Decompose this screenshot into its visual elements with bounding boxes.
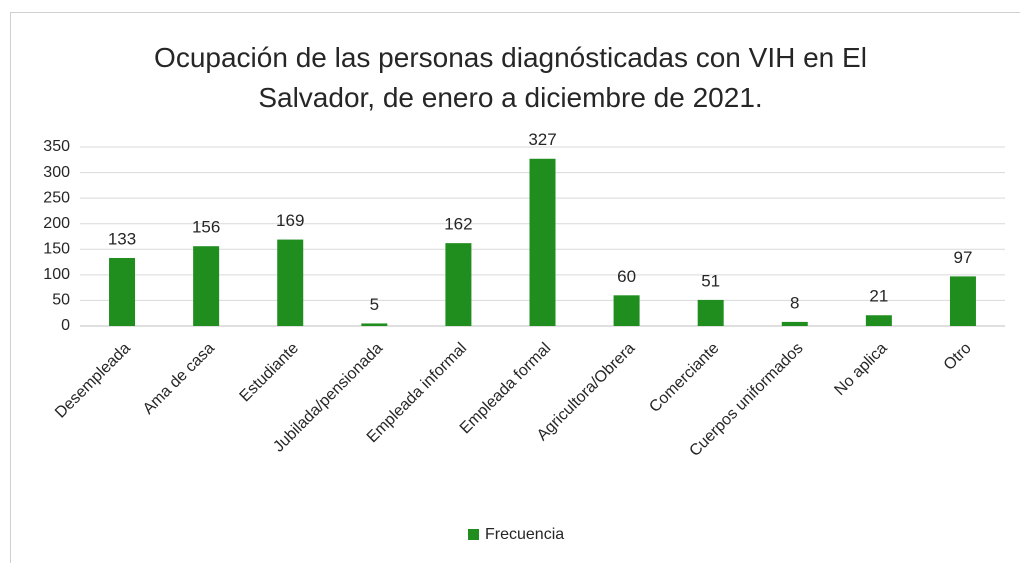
data-label: 327 [528, 130, 556, 149]
y-tick-label: 50 [52, 292, 70, 309]
data-label: 156 [192, 218, 220, 237]
data-label: 162 [444, 215, 472, 234]
chart-frame [10, 12, 1020, 563]
bar [277, 239, 304, 326]
data-label: 8 [790, 293, 799, 312]
bar [193, 246, 220, 326]
data-label: 21 [869, 287, 888, 306]
bar [109, 257, 136, 326]
bar [865, 315, 892, 326]
data-label: 97 [953, 248, 972, 267]
x-tick-label: Desempleada [52, 340, 134, 422]
bar [697, 299, 724, 326]
x-tick-label: Estudiante [237, 340, 303, 406]
y-tick-label: 100 [43, 266, 70, 283]
y-tick-label: 0 [61, 317, 70, 334]
x-tick-label: Empleada formal [457, 340, 555, 438]
chart-title: Ocupación de las personas diagnósticadas… [154, 42, 867, 113]
y-tick-label: 300 [43, 164, 70, 181]
bar [613, 295, 640, 326]
legend-label: Frecuencia [485, 526, 564, 543]
bar [949, 276, 976, 326]
bar [445, 243, 472, 326]
y-tick-label: 200 [43, 215, 70, 232]
data-label: 5 [370, 295, 379, 314]
y-tick-label: 150 [43, 241, 70, 258]
x-tick-label: Ama de casa [140, 340, 218, 418]
x-tick-label: Otro [941, 340, 975, 374]
data-label: 60 [617, 267, 636, 286]
bar [529, 158, 556, 326]
data-label: 51 [701, 271, 720, 290]
x-tick-label: No aplica [831, 340, 890, 399]
x-tick-label: Comerciante [646, 340, 722, 416]
data-label: 169 [276, 211, 304, 230]
data-label: 133 [108, 229, 136, 248]
y-tick-label: 250 [43, 189, 70, 206]
bar [361, 323, 388, 326]
legend-swatch [468, 529, 479, 540]
y-tick-label: 350 [43, 138, 70, 155]
bar [781, 321, 808, 326]
